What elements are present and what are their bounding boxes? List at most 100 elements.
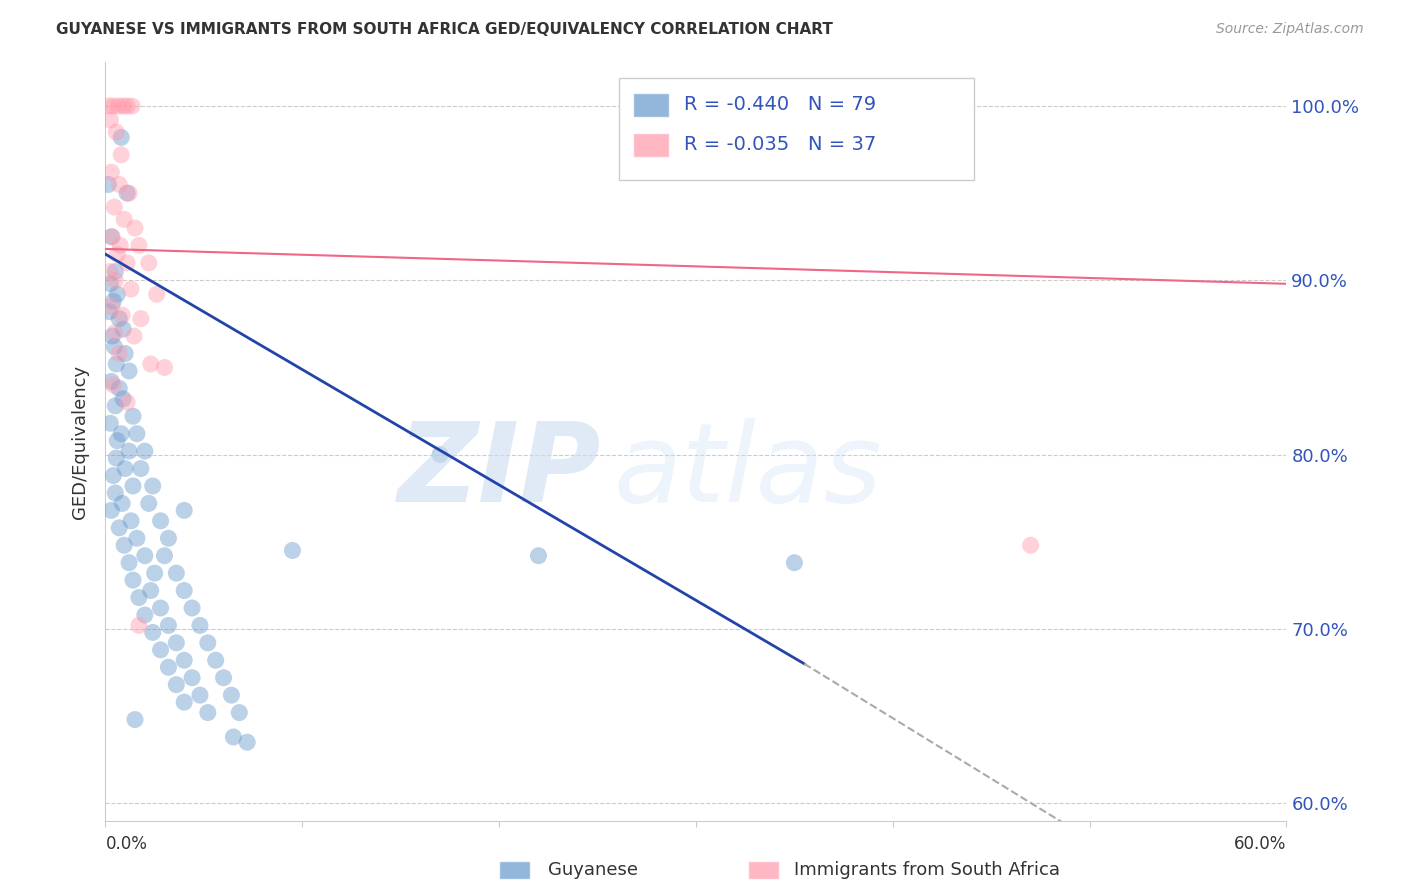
Point [107, 99, 129, 113]
Point [204, 653, 226, 667]
Point [134, 444, 156, 458]
Text: Immigrants from South Africa: Immigrants from South Africa [794, 861, 1060, 879]
Point [122, 479, 145, 493]
Point [149, 514, 172, 528]
Point [110, 148, 132, 162]
Text: R = -0.440   N = 79: R = -0.440 N = 79 [685, 95, 876, 114]
Point [125, 426, 148, 441]
Text: Source: ZipAtlas.com: Source: ZipAtlas.com [1216, 22, 1364, 37]
Point [122, 329, 145, 343]
Point [783, 556, 806, 570]
Point [281, 543, 304, 558]
Point [97, 178, 120, 192]
Point [104, 264, 127, 278]
Point [101, 229, 124, 244]
Point [104, 486, 127, 500]
Point [157, 660, 180, 674]
Point [212, 671, 235, 685]
Point [134, 607, 156, 622]
Point [153, 549, 176, 563]
Point [108, 381, 131, 395]
Point [110, 426, 132, 441]
Point [157, 618, 180, 632]
Point [139, 583, 162, 598]
Point [139, 357, 162, 371]
Point [114, 461, 136, 475]
Point [181, 671, 204, 685]
Point [103, 468, 125, 483]
Point [111, 496, 134, 510]
Point [429, 448, 451, 462]
Point [129, 461, 152, 475]
Point [143, 566, 166, 581]
Point [118, 186, 141, 201]
Point [188, 618, 211, 632]
Point [112, 392, 135, 406]
Point [149, 601, 172, 615]
Point [110, 238, 132, 252]
Point [108, 521, 131, 535]
FancyBboxPatch shape [619, 78, 973, 180]
Point [101, 329, 124, 343]
Point [108, 311, 131, 326]
Point [197, 636, 219, 650]
Point [128, 618, 150, 632]
Point [100, 503, 122, 517]
Text: R = -0.035   N = 37: R = -0.035 N = 37 [685, 135, 876, 153]
Point [236, 735, 259, 749]
Point [115, 395, 138, 409]
Point [115, 256, 138, 270]
Text: ZIP: ZIP [398, 418, 602, 525]
FancyBboxPatch shape [633, 93, 669, 117]
Point [122, 573, 145, 587]
Point [112, 322, 135, 336]
Point [98, 264, 121, 278]
Point [138, 256, 160, 270]
Point [527, 549, 550, 563]
Point [118, 444, 141, 458]
Point [173, 695, 195, 709]
Point [104, 399, 127, 413]
Text: Guyanese: Guyanese [548, 861, 638, 879]
Point [100, 375, 122, 389]
Text: 0.0%: 0.0% [105, 835, 148, 853]
Point [145, 287, 167, 301]
Point [188, 688, 211, 702]
Point [181, 601, 204, 615]
Point [108, 178, 131, 192]
Text: 60.0%: 60.0% [1234, 835, 1286, 853]
Point [111, 308, 134, 322]
Point [120, 514, 142, 528]
Text: atlas: atlas [613, 418, 882, 525]
Point [100, 300, 122, 314]
Point [103, 340, 125, 354]
Point [105, 247, 128, 261]
Point [222, 730, 245, 744]
Point [142, 625, 165, 640]
Point [105, 357, 128, 371]
Point [173, 503, 195, 517]
Point [138, 496, 160, 510]
Point [165, 678, 187, 692]
FancyBboxPatch shape [633, 133, 669, 157]
Point [100, 229, 122, 244]
Point [98, 277, 122, 291]
Point [118, 556, 141, 570]
Point [165, 636, 187, 650]
Point [221, 688, 243, 702]
Point [125, 531, 148, 545]
Point [173, 583, 195, 598]
Point [142, 479, 165, 493]
Point [122, 409, 145, 424]
Point [153, 360, 176, 375]
Point [98, 416, 122, 430]
Point [105, 434, 128, 448]
Point [105, 451, 128, 466]
Point [128, 238, 150, 252]
Point [157, 531, 180, 545]
Point [112, 538, 135, 552]
Point [100, 165, 122, 179]
Point [98, 304, 121, 318]
Point [128, 591, 150, 605]
Point [98, 112, 122, 127]
